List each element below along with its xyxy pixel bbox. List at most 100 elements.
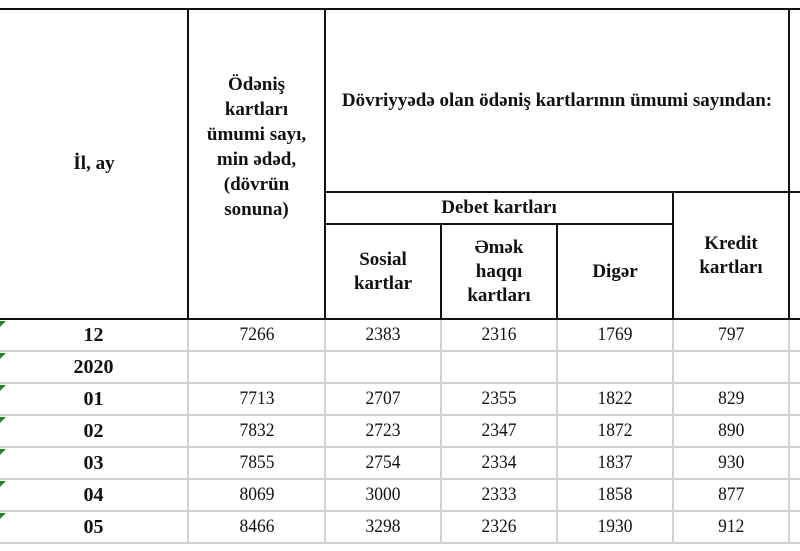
cell-value: 1769 — [597, 324, 633, 345]
cell-social[interactable]: 2754 — [326, 448, 440, 478]
cell-salary[interactable] — [442, 352, 556, 382]
border — [0, 318, 800, 320]
error-indicator-icon — [0, 513, 6, 519]
cell-value: 2316 — [481, 324, 517, 345]
border — [187, 8, 189, 320]
cell-value: 2333 — [481, 484, 517, 505]
cell-other[interactable]: 1822 — [558, 384, 672, 414]
cell-value: 8069 — [239, 484, 274, 505]
cell-value: 7855 — [239, 452, 274, 473]
cell-value: 912 — [717, 516, 745, 537]
cell-total[interactable]: 8069 — [189, 480, 324, 510]
cell-total[interactable]: 7266 — [189, 320, 324, 350]
cell-value: 1930 — [597, 516, 633, 537]
border — [325, 223, 673, 225]
cell-value: 2723 — [365, 420, 401, 441]
cell-credit[interactable]: 930 — [674, 448, 788, 478]
border — [325, 191, 800, 193]
cell-label[interactable]: 02 — [0, 416, 187, 446]
cell-value: 2754 — [365, 452, 401, 473]
error-indicator-icon — [0, 417, 6, 423]
cell-salary[interactable]: 2316 — [442, 320, 556, 350]
cell-value: 2383 — [365, 324, 401, 345]
header-of-total: Dövriyyədə olan ödəniş kartlarının ümumi… — [341, 89, 773, 111]
cell-value: 2707 — [365, 388, 401, 409]
cell-other[interactable] — [558, 352, 672, 382]
cell-other[interactable]: 1872 — [558, 416, 672, 446]
cell-salary[interactable]: 2326 — [442, 512, 556, 542]
cell-other[interactable]: 1858 — [558, 480, 672, 510]
cell-value: 1822 — [597, 388, 633, 409]
cell-salary[interactable]: 2347 — [442, 416, 556, 446]
cell-value: 7832 — [239, 420, 274, 441]
cell-value: 829 — [717, 388, 745, 409]
cell-label[interactable]: 01 — [0, 384, 187, 414]
cell-credit[interactable] — [674, 352, 788, 382]
cell-value: 7266 — [239, 324, 274, 345]
cell-social[interactable]: 2707 — [326, 384, 440, 414]
error-indicator-icon — [0, 385, 6, 391]
gridline — [0, 382, 800, 384]
gridline — [324, 320, 326, 544]
cell-value: 05 — [83, 515, 104, 538]
cell-salary[interactable]: 2355 — [442, 384, 556, 414]
cell-social[interactable]: 2723 — [326, 416, 440, 446]
cell-value: 930 — [717, 452, 745, 473]
cell-label[interactable]: 12 — [0, 320, 187, 350]
cell-value: 04 — [83, 483, 104, 506]
cell-value: 3000 — [365, 484, 401, 505]
cell-other[interactable]: 1930 — [558, 512, 672, 542]
cell-value: 2326 — [481, 516, 517, 537]
gridline — [187, 320, 189, 544]
cell-social[interactable] — [326, 352, 440, 382]
cell-credit[interactable]: 829 — [674, 384, 788, 414]
gridline — [788, 320, 790, 544]
cell-label[interactable]: 05 — [0, 512, 187, 542]
cell-social[interactable]: 2383 — [326, 320, 440, 350]
border — [324, 8, 326, 320]
border — [556, 224, 558, 320]
error-indicator-icon — [0, 321, 6, 327]
cell-total[interactable]: 8466 — [189, 512, 324, 542]
border — [788, 8, 790, 320]
cell-value: 01 — [83, 387, 104, 410]
cell-value: 1837 — [597, 452, 633, 473]
gridline — [440, 320, 442, 544]
gridline — [672, 320, 674, 544]
cell-salary[interactable]: 2333 — [442, 480, 556, 510]
cell-value: 2334 — [481, 452, 517, 473]
cell-total[interactable] — [189, 352, 324, 382]
header-salary-cards: Əmək haqqı kartları — [467, 236, 531, 306]
cell-value: 797 — [717, 324, 745, 345]
cell-total[interactable]: 7855 — [189, 448, 324, 478]
gridline — [0, 446, 800, 448]
gridline — [0, 350, 800, 352]
cell-salary[interactable]: 2334 — [442, 448, 556, 478]
cell-total[interactable]: 7713 — [189, 384, 324, 414]
cell-credit[interactable]: 912 — [674, 512, 788, 542]
cell-credit[interactable]: 877 — [674, 480, 788, 510]
cell-total[interactable]: 7832 — [189, 416, 324, 446]
cell-social[interactable]: 3298 — [326, 512, 440, 542]
cell-value: 8466 — [239, 516, 274, 537]
cell-credit[interactable]: 890 — [674, 416, 788, 446]
border — [440, 224, 442, 320]
cell-value: 2355 — [481, 388, 517, 409]
cell-label[interactable]: 04 — [0, 480, 187, 510]
cell-social[interactable]: 3000 — [326, 480, 440, 510]
cell-credit[interactable]: 797 — [674, 320, 788, 350]
gridline — [556, 320, 558, 544]
cell-label[interactable]: 2020 — [0, 352, 187, 382]
cell-label[interactable]: 03 — [0, 448, 187, 478]
header-credit-cards: Kredit kartları — [699, 232, 763, 278]
header-total-cards: Ödəniş kartları ümumi sayı, min ədəd, (d… — [206, 74, 307, 220]
cell-value: 890 — [717, 420, 745, 441]
cell-other[interactable]: 1769 — [558, 320, 672, 350]
cell-value: 1858 — [597, 484, 633, 505]
error-indicator-icon — [0, 481, 6, 487]
gridline — [0, 478, 800, 480]
cell-value: 03 — [83, 451, 104, 474]
header-year-month: İl, ay — [73, 153, 115, 174]
header-debit-cards: Debet kartları — [441, 197, 557, 218]
cell-other[interactable]: 1837 — [558, 448, 672, 478]
